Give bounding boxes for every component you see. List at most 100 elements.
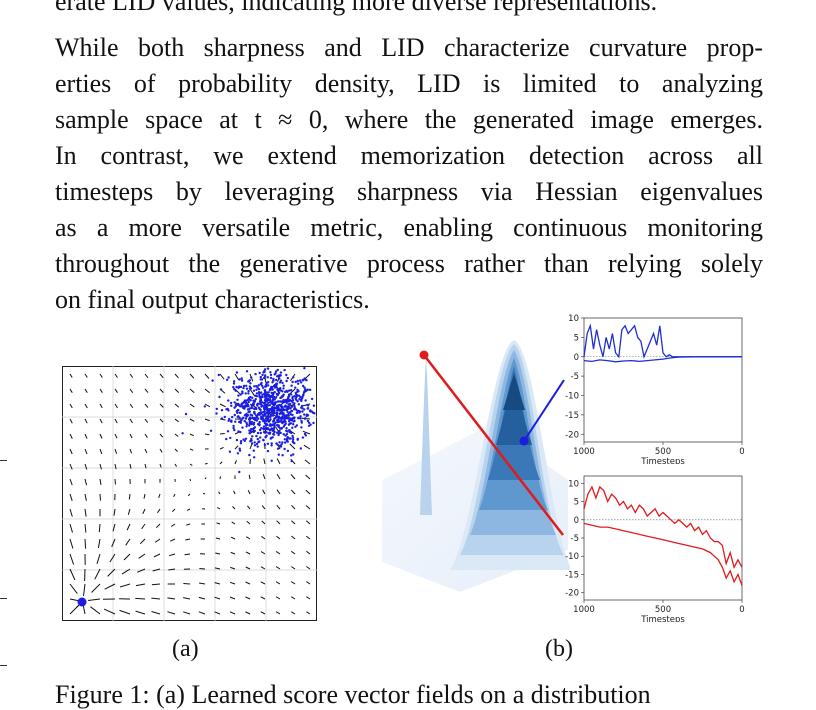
sample-point <box>285 414 287 416</box>
sample-point <box>232 425 234 427</box>
sample-point <box>230 421 232 423</box>
sample-point <box>312 412 314 414</box>
plot-frame <box>584 318 742 442</box>
sample-point <box>267 450 269 452</box>
sample-point <box>259 414 261 416</box>
sample-point <box>312 422 314 424</box>
sample-point <box>278 430 280 432</box>
sample-point <box>276 393 278 395</box>
sample-point <box>250 430 252 432</box>
margin-mark <box>0 665 7 666</box>
sample-point <box>261 374 263 376</box>
sample-point <box>276 409 278 411</box>
sample-point <box>181 432 183 434</box>
vector-arrow <box>100 494 101 501</box>
red-marker <box>420 351 429 360</box>
sample-point <box>270 377 272 379</box>
sample-point <box>301 407 303 409</box>
sample-point <box>259 408 261 410</box>
sample-point <box>293 416 295 418</box>
sample-point <box>265 424 267 426</box>
sample-point <box>286 402 288 404</box>
sample-point <box>261 405 263 407</box>
sample-point <box>259 429 261 431</box>
sample-point <box>275 379 277 381</box>
vector-arrow <box>183 584 190 585</box>
paragraph-line: as a more versatile metric, enabling con… <box>55 210 763 246</box>
sample-point <box>277 388 279 390</box>
sample-point <box>263 425 265 427</box>
vector-field-figure <box>62 366 318 622</box>
sample-point <box>291 401 293 403</box>
sample-point <box>265 431 267 433</box>
sample-point <box>299 396 301 398</box>
sample-point <box>251 442 253 444</box>
sample-point <box>303 413 305 415</box>
paragraph-line: throughout the generative process rather… <box>55 246 763 282</box>
sample-point <box>240 442 242 444</box>
vector-arrow <box>220 476 221 479</box>
sample-point <box>279 427 281 429</box>
sample-point <box>260 378 262 380</box>
sample-point <box>297 439 299 441</box>
vector-arrow <box>185 554 190 555</box>
sample-point <box>238 386 240 388</box>
sample-point <box>276 375 278 377</box>
sample-point <box>289 437 291 439</box>
sample-point <box>251 414 253 416</box>
sample-point <box>292 376 294 378</box>
sharp-spike <box>420 355 432 515</box>
sample-point <box>281 390 283 392</box>
sample-point <box>251 407 253 409</box>
sample-point <box>255 385 257 387</box>
sample-point <box>296 400 298 402</box>
sample-point <box>290 413 292 415</box>
sample-point <box>234 401 236 403</box>
sample-point <box>266 382 268 384</box>
sample-point <box>229 451 231 453</box>
sample-point <box>272 403 274 405</box>
sample-point <box>286 433 288 435</box>
sample-point <box>250 376 252 378</box>
sample-point <box>297 417 299 419</box>
sample-point <box>284 400 286 402</box>
sample-point <box>290 385 292 387</box>
sample-point <box>238 404 240 406</box>
sample-point <box>248 401 250 403</box>
paragraph-line: While both sharpness and LID characteriz… <box>55 30 763 66</box>
sample-point <box>243 401 245 403</box>
sample-point <box>266 391 268 393</box>
sample-point <box>233 388 235 390</box>
sample-point <box>259 436 261 438</box>
sample-point <box>291 427 293 429</box>
sample-point <box>287 403 289 405</box>
sample-point <box>185 413 187 415</box>
sample-point <box>294 397 296 399</box>
vector-arrow <box>135 598 145 599</box>
sample-point <box>287 406 289 408</box>
sample-point <box>281 406 283 408</box>
sample-point <box>234 421 236 423</box>
sample-point <box>280 371 282 373</box>
sample-point <box>241 390 243 392</box>
sample-point <box>286 430 288 432</box>
sample-point <box>262 419 264 421</box>
sample-point <box>245 413 247 415</box>
sample-point <box>300 381 302 383</box>
y-tick-label: 10 <box>568 479 579 489</box>
sample-point <box>235 386 237 388</box>
sample-point <box>239 412 241 414</box>
sample-point <box>245 425 247 427</box>
sample-point <box>215 412 217 414</box>
sample-point <box>245 385 247 387</box>
sample-point <box>273 419 275 421</box>
sample-point <box>221 417 223 419</box>
sample-point <box>278 377 280 379</box>
target-point <box>78 598 87 607</box>
sample-point <box>298 398 300 400</box>
sample-point <box>274 391 276 393</box>
sample-point <box>266 417 268 419</box>
sample-point <box>275 370 277 372</box>
